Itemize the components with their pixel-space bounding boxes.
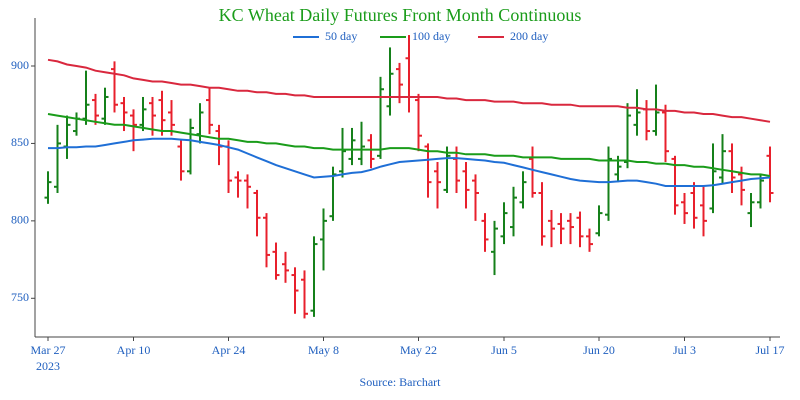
ma-line [48,137,771,187]
legend-label: 100 day [412,29,450,43]
x-tick-label: May 8 [308,343,339,357]
y-tick-label: 850 [11,135,29,149]
x-tick-label: Jun 20 [583,343,615,357]
ma-line [47,58,771,123]
y-tick-label: 750 [11,290,29,304]
x-tick-label: May 22 [400,343,437,357]
chart-title: KC Wheat Daily Futures Front Month Conti… [219,5,582,25]
source-note: Source: Barchart [360,375,442,389]
x-tick-label: Apr 10 [117,343,151,357]
x-tick-label: Mar 27 [31,343,66,357]
x-tick-label: Jul 3 [673,343,696,357]
x-tick-label: Jul 17 [755,343,784,357]
legend-label: 200 day [510,29,548,43]
y-tick-label: 900 [11,58,29,72]
x-tick-label: Apr 24 [212,343,246,357]
y-tick-label: 800 [11,213,29,227]
x-tick-label: Jun 5 [491,343,517,357]
legend-label: 50 day [325,29,357,43]
x-year-label: 2023 [36,359,60,373]
ma-line [47,113,771,177]
